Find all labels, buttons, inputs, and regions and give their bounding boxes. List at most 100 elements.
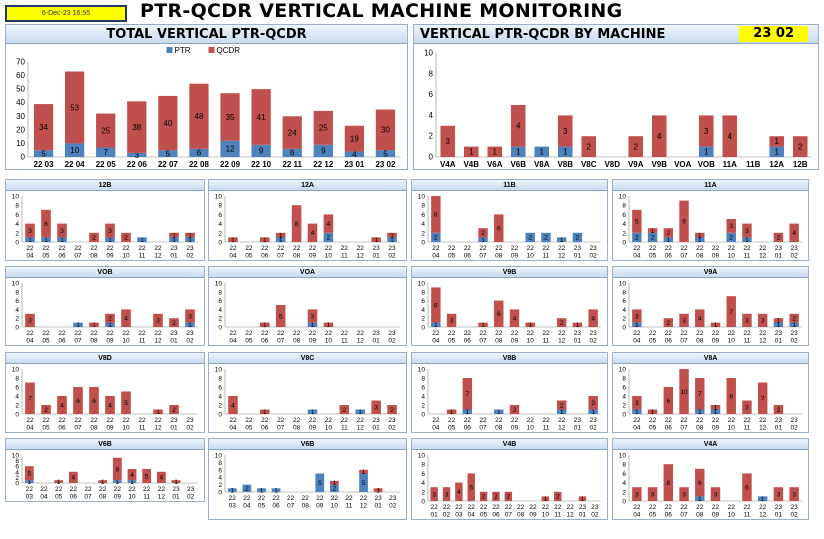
x-tick-label: 10 bbox=[728, 253, 736, 260]
x-tick-label: 04 bbox=[229, 338, 237, 345]
data-label-qcdr: 4 bbox=[72, 475, 76, 482]
y-tick-label: 8 bbox=[622, 203, 626, 210]
x-tick-label: 22 bbox=[696, 245, 704, 252]
bar-qcdr bbox=[185, 232, 195, 238]
bar-qcdr bbox=[275, 305, 286, 327]
x-tick-label: 22 bbox=[122, 417, 130, 424]
x-tick-label: 04 bbox=[468, 512, 476, 519]
data-label-qcdr: 6 bbox=[667, 398, 671, 405]
x-tick-label: 07 bbox=[680, 512, 688, 519]
x-tick-label: 12 bbox=[759, 338, 767, 345]
bar-qcdr bbox=[726, 219, 736, 233]
data-label-qcdr: 2 bbox=[587, 142, 592, 151]
y-tick-label: 2 bbox=[218, 403, 222, 410]
bar-qcdr bbox=[41, 209, 51, 238]
data-label-qcdr: 5 bbox=[145, 473, 149, 480]
data-label-qcdr: 8 bbox=[434, 212, 438, 219]
bar-ptr bbox=[257, 488, 266, 492]
chart-v9b: 0246810182204322052206122076220842209122… bbox=[418, 281, 601, 345]
x-tick-label: 23 bbox=[775, 245, 783, 252]
data-label-qcdr: 1 bbox=[714, 405, 718, 412]
x-tick-label: V6B bbox=[510, 160, 526, 169]
data-label-qcdr: 4 bbox=[792, 230, 796, 237]
x-tick-label: 09 bbox=[712, 253, 720, 260]
y-tick-label: 8 bbox=[421, 376, 425, 383]
data-label-qcdr: 1 bbox=[174, 479, 178, 486]
x-tick-label: V4B bbox=[463, 160, 479, 169]
bar-qcdr bbox=[462, 378, 473, 410]
x-tick-label: V9A bbox=[628, 160, 644, 169]
legend-label-qcdr: QCDR bbox=[217, 46, 241, 55]
x-tick-label: 12 bbox=[357, 338, 365, 345]
x-tick-label: 22 bbox=[511, 245, 519, 252]
x-tick-label: 09 bbox=[712, 512, 720, 519]
data-label-qcdr: 2 bbox=[172, 320, 176, 327]
x-tick-label: 22 bbox=[558, 245, 566, 252]
chart-v8b: 0246810220412205172206220712208222092210… bbox=[418, 367, 601, 432]
x-tick-label: 06 bbox=[464, 338, 472, 345]
x-tick-label: 12 bbox=[558, 425, 566, 432]
data-label-qcdr: 5 bbox=[28, 470, 32, 477]
x-tick-label: 22 bbox=[325, 417, 333, 424]
x-tick-label: 22 bbox=[99, 486, 107, 493]
y-tick-label: 10 bbox=[215, 281, 223, 288]
y-tick-label: 8 bbox=[15, 376, 19, 383]
x-tick-label: 12 bbox=[154, 338, 162, 345]
bar-ptr bbox=[275, 237, 286, 242]
x-tick-label: 22 03 bbox=[34, 160, 55, 169]
bar-ptr bbox=[698, 146, 714, 157]
x-tick-label: 07 bbox=[505, 512, 513, 519]
bar-qcdr bbox=[632, 487, 642, 501]
data-label-qcdr: 3 bbox=[28, 318, 32, 325]
y-tick-label: 30 bbox=[16, 112, 25, 121]
x-tick-label: 22 bbox=[143, 486, 151, 493]
data-label-qcdr: 3 bbox=[188, 313, 192, 320]
x-tick-label: 01 bbox=[574, 425, 582, 432]
bar-ptr bbox=[112, 480, 122, 483]
data-label-ptr: 1 bbox=[260, 487, 264, 494]
bar-ptr bbox=[127, 480, 137, 483]
x-tick-label: 11 bbox=[543, 338, 550, 345]
x-tick-label: 22 bbox=[759, 504, 767, 511]
bar-qcdr bbox=[679, 200, 689, 242]
bar-qcdr bbox=[722, 115, 738, 157]
x-tick-label: 04 bbox=[432, 425, 440, 432]
data-label-qcdr: 3 bbox=[729, 223, 733, 230]
bar-ptr bbox=[556, 409, 567, 414]
x-tick-label: 11 bbox=[341, 425, 348, 432]
bar-ptr bbox=[695, 496, 705, 501]
y-tick-label: 2 bbox=[622, 403, 626, 410]
bar-qcdr bbox=[73, 387, 83, 414]
data-label-ptr: 2 bbox=[576, 235, 580, 242]
chart-panel-12b: 12B 0 2 4 6 8 10 1 3 22 04 1 6 22 05 1 3 22 06 22 07 2 22 08 1 3… bbox=[5, 179, 205, 261]
data-label-qcdr: 8 bbox=[729, 393, 733, 400]
data-label-ptr: 5 bbox=[318, 480, 322, 487]
bar-qcdr bbox=[554, 491, 562, 501]
x-tick-label: 22 bbox=[42, 417, 50, 424]
data-label-qcdr: 6 bbox=[76, 398, 80, 405]
bar-qcdr bbox=[307, 309, 318, 323]
bar-qcdr bbox=[185, 309, 195, 323]
data-label-qcdr: 2 bbox=[798, 142, 803, 151]
chart-v8a: 0246810132204122056220610220717220811220… bbox=[619, 367, 802, 432]
data-label-qcdr: 4 bbox=[728, 132, 733, 141]
x-tick-label: 23 bbox=[373, 245, 381, 252]
chart-title-v4b: V4B bbox=[412, 439, 607, 450]
x-tick-label: 02 bbox=[791, 425, 799, 432]
x-tick-label: 03 bbox=[26, 494, 34, 501]
y-tick-label: 6 bbox=[218, 385, 222, 392]
data-label-qcdr: 2 bbox=[494, 494, 498, 501]
y-tick-label: 8 bbox=[15, 289, 19, 296]
x-tick-label: 09 bbox=[712, 425, 720, 432]
data-label-qcdr: 2 bbox=[560, 320, 564, 327]
x-tick-label: 23 bbox=[791, 417, 799, 424]
data-label-qcdr: 1 bbox=[390, 232, 394, 239]
bar-ptr bbox=[534, 146, 550, 157]
x-tick-label: 06 bbox=[58, 253, 66, 260]
bar-qcdr bbox=[572, 322, 583, 327]
x-tick-label: V8C bbox=[581, 160, 597, 169]
data-label-ptr: 1 bbox=[130, 479, 134, 486]
data-label-qcdr: 4 bbox=[311, 230, 315, 237]
x-tick-label: 12 bbox=[360, 503, 368, 510]
x-tick-label: 22 bbox=[357, 245, 365, 252]
